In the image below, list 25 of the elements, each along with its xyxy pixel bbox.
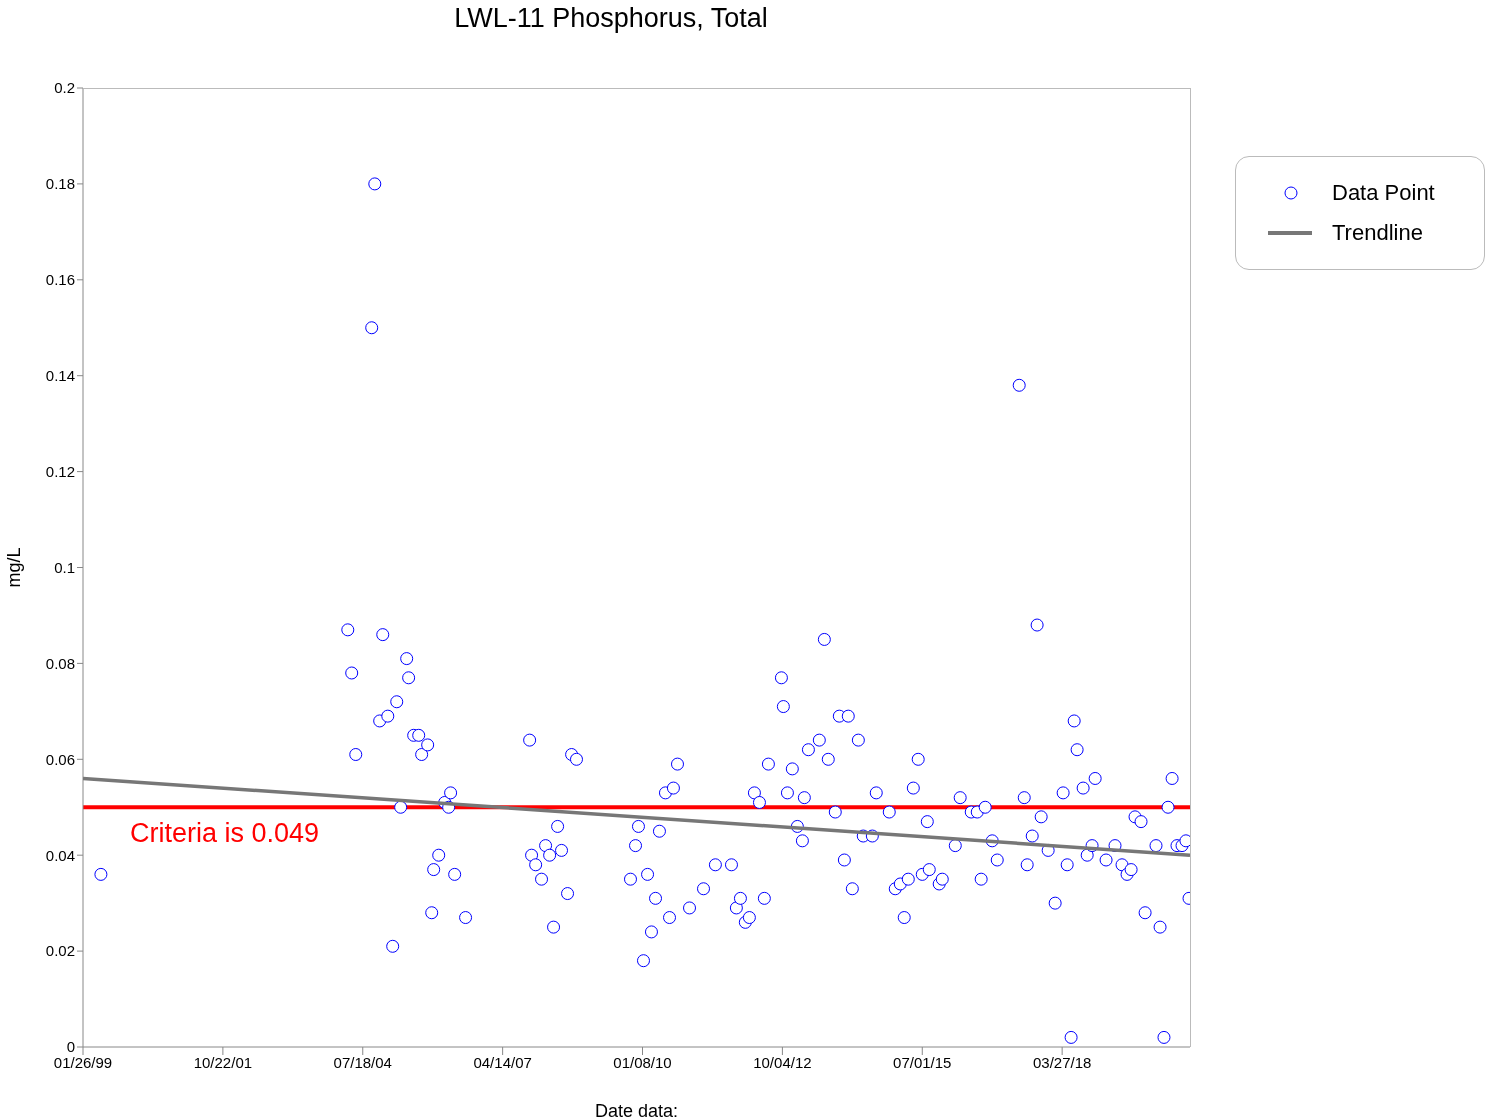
x-tick-label: 10/22/01 xyxy=(193,1053,253,1071)
x-tick-label: 07/01/15 xyxy=(893,1053,952,1071)
y-tick-label: 0.18 xyxy=(45,175,75,193)
x-tick-label: 04/14/07 xyxy=(473,1053,532,1071)
legend-label: Data Point xyxy=(1332,180,1435,206)
legend-label: Trendline xyxy=(1332,220,1423,246)
x-axis-title: Date data: xyxy=(594,1101,679,1117)
y-tick-label: 0.12 xyxy=(45,462,75,480)
ref-line-label: Criteria is 0.049 xyxy=(130,818,320,849)
x-tick-label: 07/18/04 xyxy=(333,1053,392,1071)
y-tick-label: 0.04 xyxy=(45,846,75,864)
x-tick-label: 01/26/99 xyxy=(53,1053,113,1071)
y-tick-label: 0.14 xyxy=(45,367,75,385)
y-tick-label: 0.08 xyxy=(45,654,75,672)
y-tick-label: 0.06 xyxy=(45,750,75,768)
y-tick-label: 0.02 xyxy=(45,942,75,960)
x-tick-label: 03/27/18 xyxy=(1032,1053,1092,1071)
x-tick-label: 01/08/10 xyxy=(613,1053,672,1071)
y-tick-label: 0 xyxy=(66,1038,75,1056)
y-axis-title: mg/L xyxy=(4,547,24,588)
y-tick-label: 0.2 xyxy=(54,79,75,97)
chart-title: LWL-11 Phosphorus, Total xyxy=(453,3,769,34)
y-tick-label: 0.16 xyxy=(45,271,75,289)
y-tick-label: 0.1 xyxy=(54,558,75,576)
x-tick-label: 10/04/12 xyxy=(753,1053,812,1071)
